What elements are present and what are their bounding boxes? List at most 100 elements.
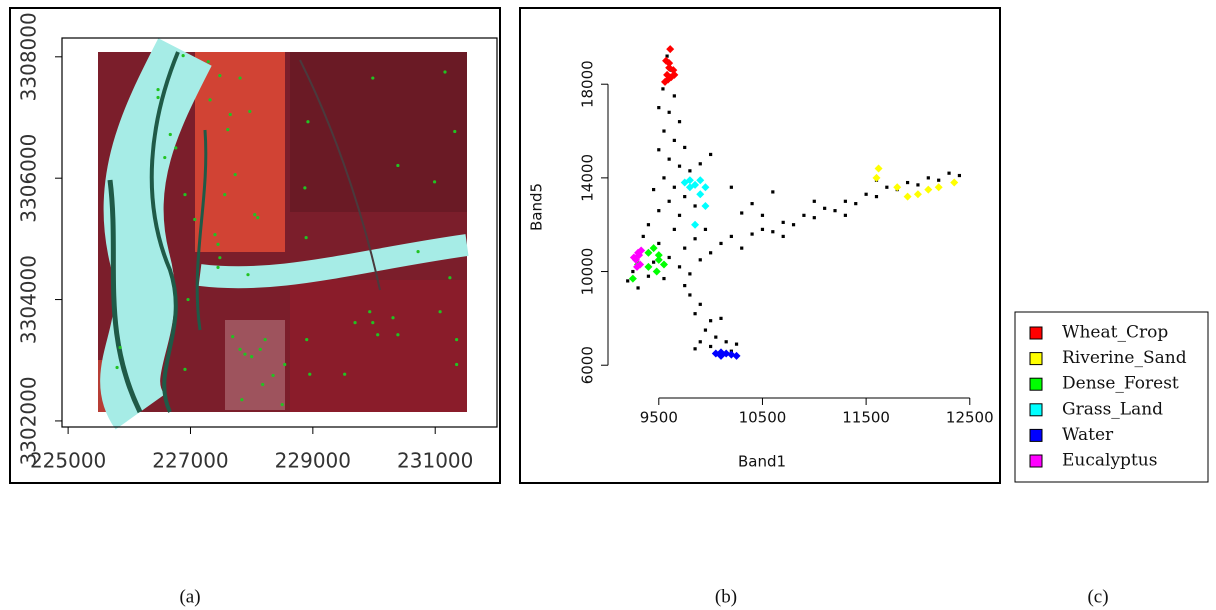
point (662, 276, 666, 281)
point (263, 338, 267, 342)
point (223, 192, 227, 197)
point (629, 253, 638, 262)
point (729, 185, 733, 189)
point (657, 106, 661, 110)
point (243, 352, 247, 356)
x-tick-label: 229000 (275, 449, 351, 473)
point (683, 283, 687, 288)
point (644, 262, 653, 271)
point (672, 138, 676, 143)
point (665, 59, 674, 68)
point (635, 251, 644, 260)
point (874, 164, 883, 173)
point (193, 217, 197, 222)
point (308, 372, 312, 376)
y-tick-label: 14000 (579, 154, 597, 202)
point (703, 227, 708, 231)
point (693, 347, 697, 351)
point (218, 74, 222, 78)
point (657, 241, 661, 246)
point (667, 157, 671, 161)
point (174, 146, 178, 150)
point (823, 206, 827, 210)
point (662, 176, 666, 180)
point (156, 87, 160, 92)
point (696, 176, 705, 185)
point (652, 267, 661, 276)
legend: Wheat_Crop Riverine_Sand Dense_Forest Grass… (1029, 323, 1187, 471)
point (950, 178, 959, 187)
point (709, 251, 713, 255)
x-tick-label: 10500 (739, 409, 787, 427)
point (371, 321, 375, 325)
map-road (299, 59, 381, 291)
point (677, 213, 682, 217)
point (734, 342, 739, 346)
point (641, 234, 645, 239)
point (691, 220, 700, 229)
y-tick-label: 3308000 (17, 12, 41, 101)
point (864, 192, 868, 196)
point (885, 185, 889, 189)
point (455, 338, 459, 342)
point (343, 372, 347, 376)
x-tick-label: 225000 (30, 449, 106, 473)
y-tick-label: 6000 (579, 346, 597, 384)
point (791, 223, 796, 227)
map-channel (195, 129, 208, 331)
point (701, 183, 710, 192)
point (238, 347, 242, 351)
point (662, 56, 671, 65)
point (438, 310, 442, 314)
point (677, 120, 682, 124)
x-axis-title: Band1 (738, 453, 786, 471)
point (703, 328, 708, 332)
point (183, 192, 187, 197)
point (253, 212, 257, 217)
x-tick-label: 9500 (640, 409, 678, 427)
point (644, 248, 653, 257)
legend-swatch (1029, 428, 1043, 442)
point (250, 355, 254, 359)
point (226, 128, 230, 132)
point (698, 258, 702, 262)
point (228, 112, 232, 117)
point (947, 171, 951, 175)
point (722, 349, 731, 358)
point (661, 87, 665, 91)
point (633, 262, 642, 271)
point (698, 162, 702, 166)
legend-frame (1014, 311, 1209, 483)
point (714, 335, 718, 339)
point (416, 250, 420, 254)
point (677, 164, 682, 168)
point (934, 183, 943, 192)
point (396, 333, 400, 337)
point (432, 180, 437, 184)
point (646, 274, 651, 278)
point (664, 75, 673, 84)
point (353, 321, 357, 325)
point (163, 155, 167, 160)
map-channel (149, 51, 180, 413)
y-tick-label: 18000 (579, 60, 597, 108)
legend-swatch (1029, 454, 1043, 468)
panel-b-frame (519, 7, 1001, 484)
scatter-plot: 9500 10500 11500 12500 6000 10000 14000 18000 Ba… (528, 45, 994, 471)
point (771, 190, 775, 194)
point (391, 316, 395, 320)
point (903, 192, 912, 201)
point (183, 367, 187, 371)
caption: (c) (1087, 586, 1108, 607)
caption: (b) (715, 586, 737, 607)
point (453, 129, 457, 134)
point (238, 76, 242, 80)
point (716, 348, 725, 357)
map-field (290, 280, 467, 412)
point (376, 333, 380, 337)
point (218, 256, 222, 260)
map-channel (107, 179, 143, 414)
point (628, 274, 637, 283)
point (248, 109, 252, 114)
point (666, 45, 675, 54)
